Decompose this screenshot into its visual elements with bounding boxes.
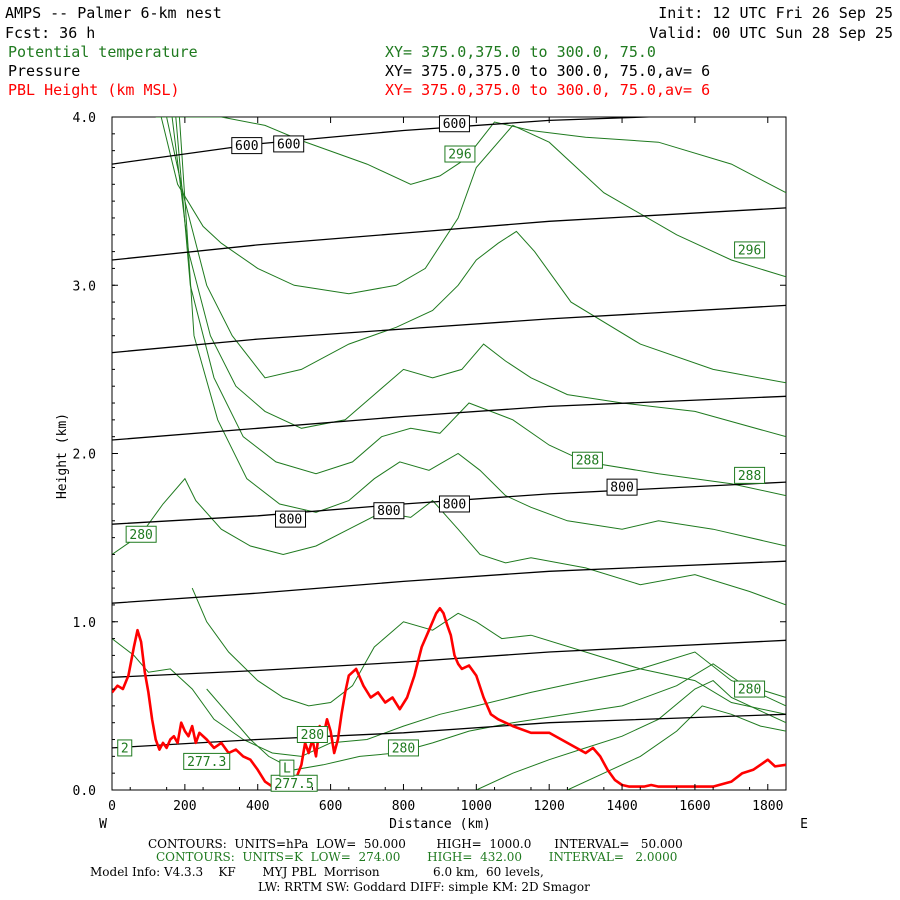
pressure-label: 800 <box>438 495 470 513</box>
svg-text:280: 280 <box>738 683 761 698</box>
pressure-label: 800 <box>373 502 405 519</box>
y-tick-label: 2.0 <box>73 448 96 463</box>
footer-model-info: Model Info: V4.3.3 KF MYJ PBL Morrison 6… <box>90 865 544 879</box>
theta-contour-line <box>112 638 786 757</box>
svg-text:288: 288 <box>576 454 599 469</box>
theta-label: 280 <box>125 525 157 543</box>
y-tick-label: 4.0 <box>73 111 96 126</box>
pressure-contour-950 <box>112 713 786 749</box>
field-theta-xy: XY= 375.0,375.0 to 300.0, 75.0 <box>385 43 656 61</box>
theta-label: 280 <box>734 680 766 698</box>
footer-physics: LW: RRTM SW: Goddard DIFF: simple KM: 2D… <box>258 880 590 894</box>
svg-text:280: 280 <box>301 728 324 743</box>
theta-contour-line <box>191 587 786 715</box>
theta-contour-line <box>567 705 786 790</box>
contour-labels: 600 600 600 800 800 800 800 296 296 288 288 280 280 2… <box>117 115 766 792</box>
pbl-height-series <box>112 607 786 788</box>
theta-contour-line <box>206 663 786 771</box>
west-end-label: W <box>99 817 107 832</box>
svg-text:280: 280 <box>129 528 152 543</box>
valid-time: Valid: 00 UTC Sun 28 Sep 25 <box>649 24 893 42</box>
theta-label: 296 <box>734 241 766 259</box>
x-tick-label: 600 <box>319 799 342 814</box>
svg-text:600: 600 <box>443 117 466 132</box>
svg-text:600: 600 <box>277 137 300 152</box>
y-tick-label: 0.0 <box>73 784 96 799</box>
x-tick-label: 1600 <box>679 799 710 814</box>
theta-label: 2 <box>117 739 133 757</box>
theta-contour-line <box>178 117 786 547</box>
theta-contour-line <box>175 117 786 497</box>
x-tick-label: 800 <box>392 799 415 814</box>
pbl-height-line <box>112 607 786 788</box>
pressure-contour-700 <box>112 304 786 354</box>
svg-text:2: 2 <box>121 741 129 756</box>
x-tick-label: 0 <box>108 799 116 814</box>
x-tick-label: 400 <box>246 799 269 814</box>
x-tick-label: 1400 <box>606 799 637 814</box>
pressure-contour-600 <box>112 117 664 165</box>
theta-contour-line <box>160 117 786 295</box>
svg-text:800: 800 <box>279 513 302 528</box>
theta-contour-line <box>171 117 786 438</box>
x-tick-label: 1800 <box>752 799 783 814</box>
svg-text:800: 800 <box>377 504 400 519</box>
x-axis-label: Distance (km) <box>389 817 491 832</box>
svg-text:600: 600 <box>235 139 258 154</box>
theta-label: 280 <box>296 725 328 743</box>
pressure-contours <box>112 117 786 749</box>
y-tick-label: 1.0 <box>73 616 96 631</box>
footer-theta-contours: CONTOURS: UNITS=K LOW= 274.00 HIGH= 432.… <box>156 850 677 864</box>
field-pbl-name: PBL Height (km MSL) <box>8 81 180 99</box>
svg-text:800: 800 <box>610 481 633 496</box>
east-end-label: E <box>800 817 808 832</box>
pressure-label: 600 <box>273 135 305 153</box>
field-pbl-xy: XY= 375.0,375.0 to 300.0, 75.0,av= 6 <box>385 81 710 99</box>
pressure-label: 800 <box>606 478 638 496</box>
pressure-label: 800 <box>275 510 307 528</box>
forecast-hour: Fcst: 36 h <box>5 24 95 42</box>
svg-text:280: 280 <box>392 741 415 756</box>
svg-text:L: L <box>283 762 291 777</box>
x-tick-label: 1000 <box>461 799 492 814</box>
theta-label: 288 <box>571 451 603 469</box>
pressure-contour-650 <box>112 207 786 261</box>
svg-text:277.5: 277.5 <box>275 777 314 792</box>
init-time: Init: 12 UTC Fri 26 Sep 25 <box>658 4 893 22</box>
pressure-label: 600 <box>231 137 263 155</box>
pressure-contour-900 <box>112 639 786 678</box>
svg-text:277.3: 277.3 <box>187 755 226 770</box>
figure-title: AMPS -- Palmer 6-km nest <box>5 4 222 22</box>
svg-text:800: 800 <box>443 497 466 512</box>
theta-label: 277.3 <box>183 752 231 770</box>
svg-text:288: 288 <box>738 469 761 484</box>
footer-pressure-contours: CONTOURS: UNITS=hPa LOW= 50.000 HIGH= 10… <box>148 837 683 851</box>
theta-contour-line <box>155 117 786 194</box>
theta-label: 288 <box>734 466 766 484</box>
theta-label: 296 <box>444 145 476 163</box>
y-axis-label: Height (km) <box>55 413 70 499</box>
pressure-contour-850 <box>112 560 786 604</box>
y-tick-label: 3.0 <box>73 279 96 294</box>
plot-frame <box>111 116 787 791</box>
svg-text:296: 296 <box>738 243 761 258</box>
x-tick-label: 1200 <box>534 799 565 814</box>
theta-label: L <box>279 759 295 777</box>
pressure-label: 600 <box>438 115 470 133</box>
field-theta-name: Potential temperature <box>8 43 198 61</box>
x-tick-label: 200 <box>173 799 196 814</box>
axis-ticks: 0 200 400 600 800 1000 1200 1400 1600 1800 0.0 1.0 2… <box>73 111 786 814</box>
theta-contours <box>112 117 786 790</box>
theta-label: 277.5 <box>270 774 318 792</box>
theta-contour-line <box>166 117 786 384</box>
field-pressure-xy: XY= 375.0,375.0 to 300.0, 75.0,av= 6 <box>385 62 710 80</box>
theta-label: 280 <box>387 739 419 757</box>
pressure-contour-750 <box>112 395 786 441</box>
field-pressure-name: Pressure <box>8 62 80 80</box>
svg-text:296: 296 <box>448 148 471 163</box>
